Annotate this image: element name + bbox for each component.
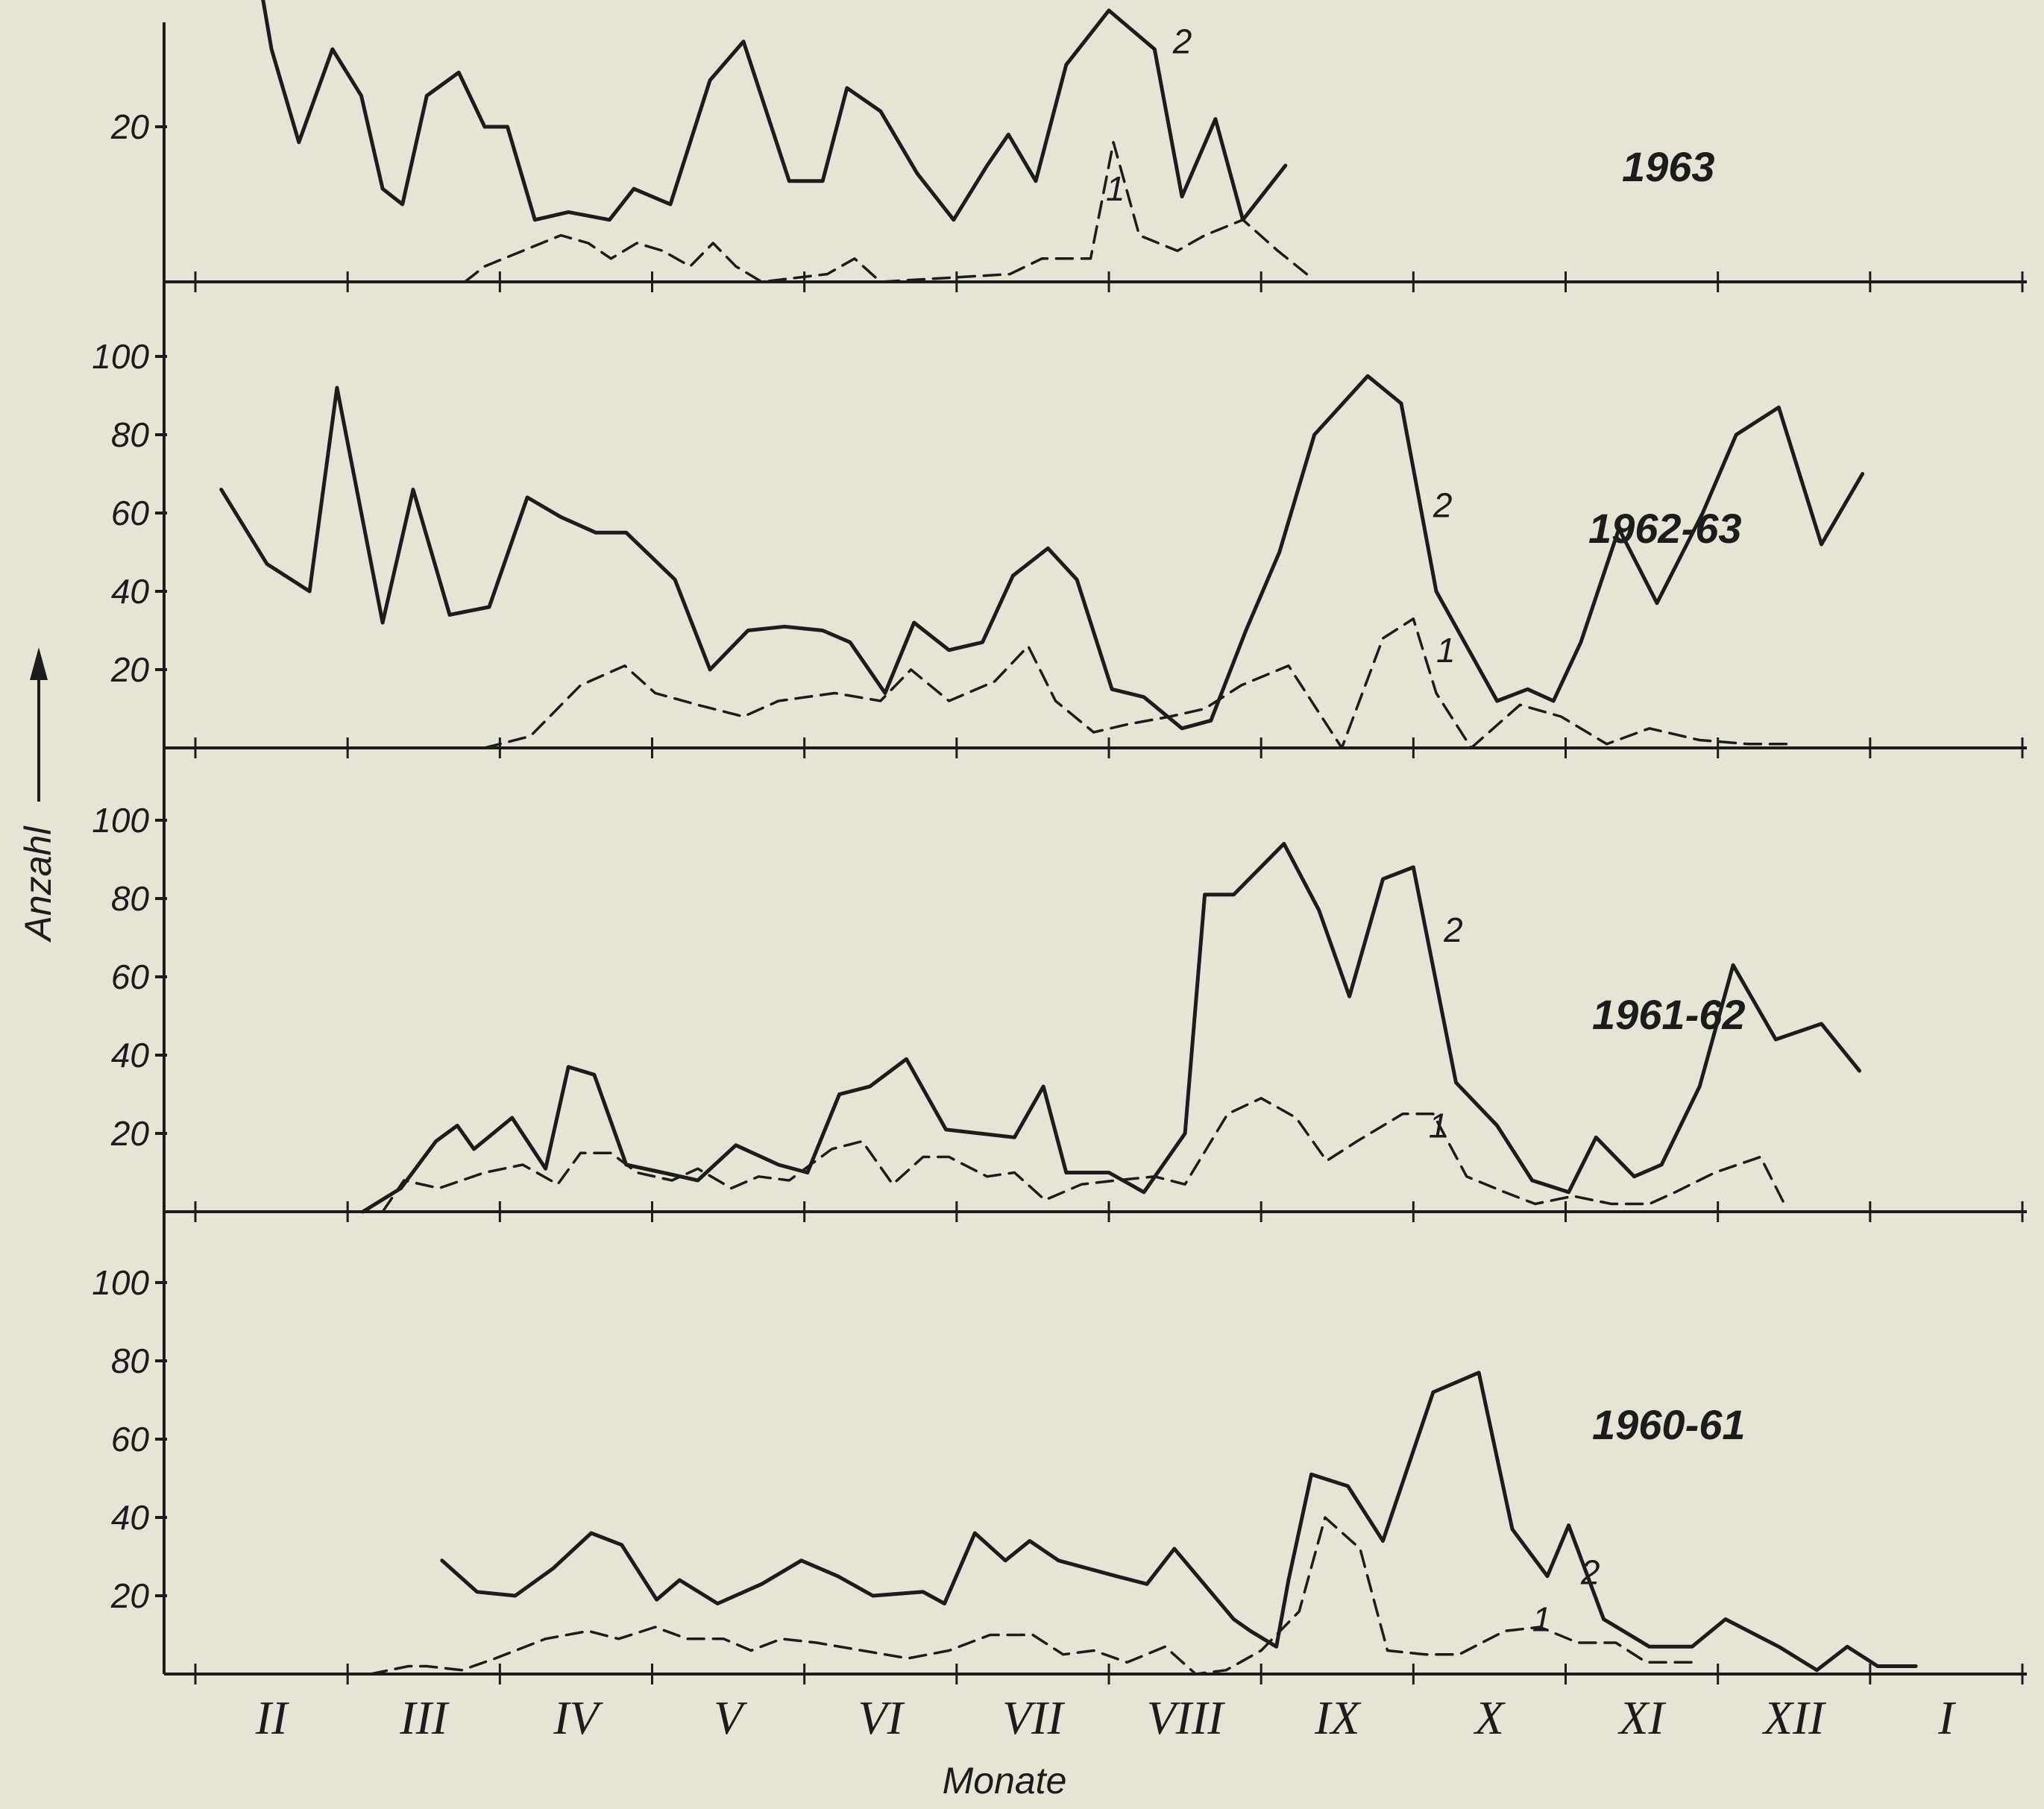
frame — [163, 22, 2027, 1676]
y-tick-label: 20 — [110, 107, 150, 146]
month-label: IX — [1314, 1691, 1362, 1744]
y-tick-label: 60 — [111, 494, 150, 532]
y-tick-label: 40 — [111, 572, 150, 611]
month-label: III — [399, 1691, 450, 1744]
y-tick-label: 20 — [110, 1576, 150, 1615]
y-tick-label: 100 — [92, 1263, 149, 1302]
panel-title: 1963 — [1622, 143, 1715, 190]
series-2-line — [219, 374, 1865, 731]
month-label: XI — [1617, 1691, 1666, 1744]
series-1-line — [369, 1516, 1694, 1676]
month-label: VIII — [1147, 1691, 1226, 1744]
month-label: IV — [553, 1691, 603, 1744]
y-tick-label: 100 — [92, 801, 149, 840]
series-2-line — [261, 0, 1288, 222]
tick-labels: 204060204060801002040608010020406080100I… — [92, 107, 1956, 1744]
y-tick-label: 60 — [111, 957, 150, 996]
y-tick-label: 80 — [111, 1341, 150, 1380]
series-1-line — [381, 1097, 1788, 1213]
y-tick-label: 60 — [111, 1420, 150, 1459]
month-label: V — [714, 1691, 748, 1744]
y-tick-label: 20 — [110, 650, 150, 689]
month-label: XII — [1761, 1691, 1826, 1744]
y-tick-label: 20 — [110, 1114, 150, 1153]
series-2-line — [440, 1371, 1918, 1673]
panel-title: 1961-62 — [1592, 991, 1746, 1038]
y-axis-arrow-head — [30, 647, 48, 680]
x-axis-title: Monate — [943, 1760, 1067, 1802]
series-label: 1 — [1106, 169, 1125, 208]
series-label: 2 — [1443, 910, 1463, 949]
panel-title: 1962-63 — [1588, 505, 1742, 552]
y-tick-label: 80 — [111, 879, 150, 918]
series-1-line — [483, 617, 1796, 749]
series-label: 2 — [1172, 22, 1192, 61]
y-tick-label: 80 — [111, 415, 150, 454]
annotations: 21 1963211962-63211961-62211960-61MonateA… — [17, 22, 1746, 1802]
series-2-line — [361, 842, 1861, 1214]
series-label: 2 — [1433, 486, 1453, 525]
month-label: II — [255, 1691, 289, 1744]
axis-ticks — [155, 125, 2024, 1684]
month-label: VI — [858, 1691, 905, 1744]
series-label: 1 — [1436, 631, 1456, 670]
month-label: X — [1473, 1691, 1506, 1744]
month-label: VII — [1002, 1691, 1065, 1744]
series-lines — [219, 0, 1918, 1676]
panel-title: 1960-61 — [1592, 1401, 1746, 1448]
series-1-line — [463, 141, 1309, 283]
month-label: I — [1937, 1691, 1956, 1744]
y-tick-label: 40 — [111, 1498, 150, 1537]
y-tick-label: 100 — [92, 337, 149, 376]
series-label: 2 — [1580, 1553, 1600, 1592]
series-label: 1 — [1429, 1107, 1448, 1145]
y-tick-label: 40 — [111, 1036, 150, 1075]
series-label: 1 — [1532, 1600, 1552, 1639]
y-axis-title: Anzahl — [17, 825, 59, 943]
